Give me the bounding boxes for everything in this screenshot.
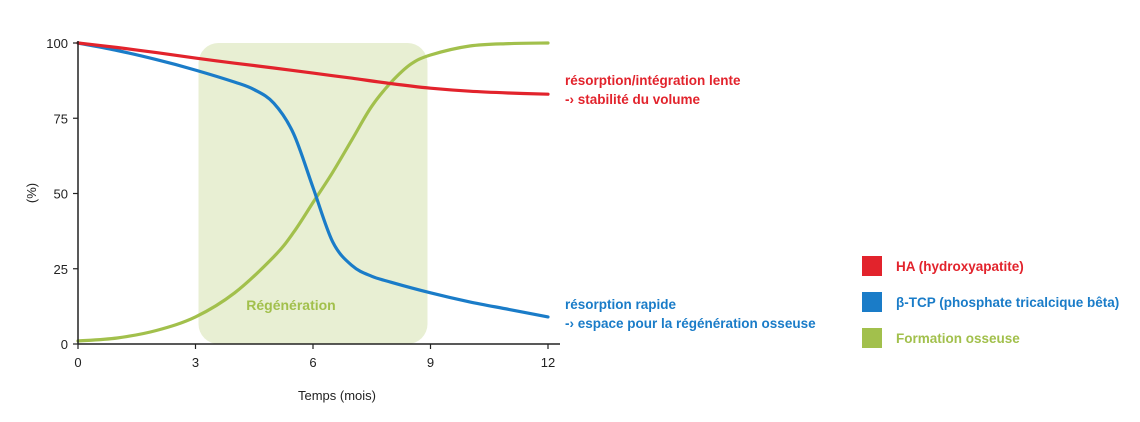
x-axis-title: Temps (mois)	[298, 388, 376, 403]
annotation-beta-tcp-line: résorption rapide	[565, 297, 677, 312]
legend-item-ha: HA (hydroxyapatite)	[862, 256, 1119, 276]
x-tick-label: 9	[427, 355, 434, 370]
series-layer	[76, 41, 550, 343]
legend-label: β-TCP (phosphate tricalcique bêta)	[896, 294, 1120, 310]
legend-item-bone-formation: Formation osseuse	[862, 328, 1119, 348]
regeneration-label: Régénération	[246, 297, 335, 313]
legend-swatch	[862, 256, 882, 276]
legend-label: HA (hydroxyapatite)	[896, 258, 1024, 274]
y-tick-label: 25	[54, 262, 68, 277]
annotation-beta-tcp-line: -› espace pour la régénération osseuse	[565, 316, 816, 331]
legend-swatch	[862, 292, 882, 312]
y-tick-label: 0	[61, 337, 68, 352]
y-tick-label: 100	[46, 36, 68, 51]
legend-item-beta-tcp: β-TCP (phosphate tricalcique bêta)	[862, 292, 1119, 312]
annotations: résorption/intégration lente -› stabilité…	[565, 73, 816, 331]
y-tick-label: 75	[54, 111, 68, 126]
annotation-ha-line: -› stabilité du volume	[565, 92, 701, 107]
series-line-bone-formation	[76, 41, 550, 343]
y-axis-title: (%)	[24, 183, 39, 203]
legend-swatch	[862, 328, 882, 348]
regeneration-zone	[198, 43, 428, 344]
x-tick-label: 3	[192, 355, 199, 370]
regeneration-highlight-layer: Régénération	[198, 43, 428, 344]
x-tick-label: 6	[309, 355, 316, 370]
y-tick-label: 50	[54, 187, 68, 202]
legend: HA (hydroxyapatite) β-TCP (phosphate tric…	[862, 256, 1119, 364]
series-line-ha	[76, 41, 550, 96]
x-tick-label: 12	[541, 355, 555, 370]
series-line-beta-tcp	[76, 41, 550, 319]
annotation-ha-line: résorption/intégration lente	[565, 73, 741, 88]
axes: 0 3 6 9 12 0 25 50 75 100 Temps (mois) (%)	[24, 36, 560, 403]
legend-label: Formation osseuse	[896, 330, 1020, 346]
x-tick-label: 0	[74, 355, 81, 370]
